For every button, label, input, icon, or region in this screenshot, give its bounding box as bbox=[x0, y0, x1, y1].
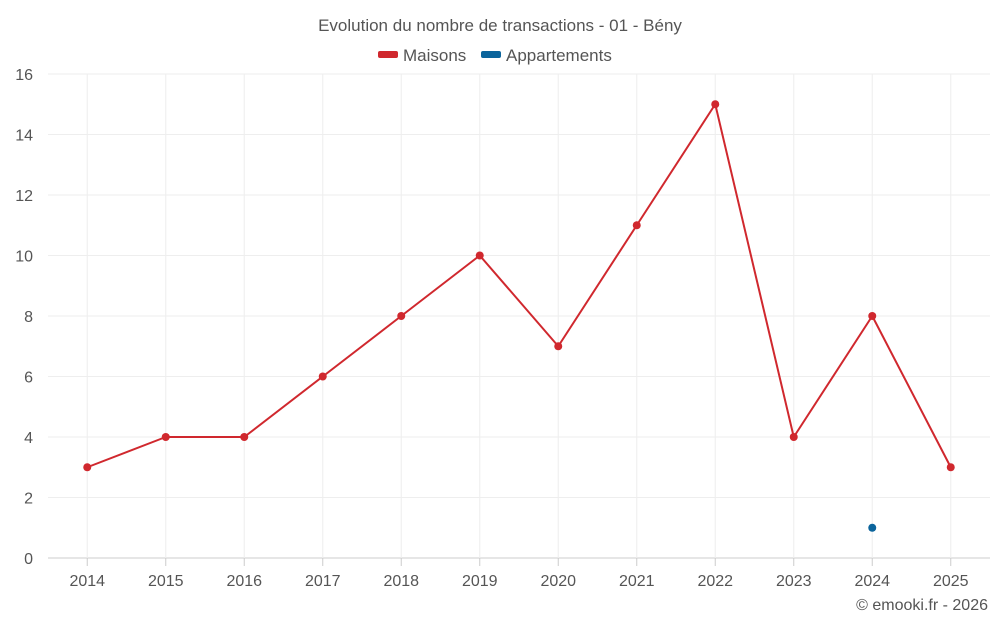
axes: 0 2 4 6 8 10 12 14 16 2014 2015 2016 2017 2018 2019 202… bbox=[15, 67, 968, 590]
x-tick-label: 2025 bbox=[933, 573, 969, 590]
data-point[interactable] bbox=[161, 433, 170, 441]
x-tick-label: 2024 bbox=[854, 573, 890, 590]
data-point[interactable] bbox=[554, 342, 563, 351]
data-point[interactable] bbox=[868, 523, 877, 532]
series-maisons bbox=[83, 100, 955, 472]
x-tick-label: 2015 bbox=[148, 573, 184, 590]
series-line bbox=[86, 103, 952, 469]
data-point[interactable] bbox=[475, 251, 484, 260]
chart-title: Evolution du nombre de transactions - 01… bbox=[318, 16, 682, 35]
y-tick-label: 16 bbox=[15, 67, 33, 84]
y-tick-label: 0 bbox=[24, 551, 33, 568]
x-tick-label: 2022 bbox=[697, 573, 733, 590]
legend-item-maisons[interactable]: Maisons bbox=[378, 46, 466, 65]
data-point[interactable] bbox=[83, 463, 92, 472]
y-tick-label: 12 bbox=[15, 188, 33, 205]
x-tick-label: 2014 bbox=[69, 573, 105, 590]
y-tick-label: 2 bbox=[24, 491, 33, 508]
x-tick-label: 2019 bbox=[462, 573, 498, 590]
x-tick-label: 2016 bbox=[226, 573, 262, 590]
data-point[interactable] bbox=[240, 433, 249, 441]
data-point[interactable] bbox=[946, 463, 955, 472]
data-point[interactable] bbox=[789, 433, 798, 441]
x-tick-label: 2021 bbox=[619, 573, 655, 590]
legend: Maisons Appartements bbox=[378, 46, 612, 65]
data-point[interactable] bbox=[868, 312, 877, 320]
y-tick-label: 10 bbox=[15, 249, 33, 266]
credit-text: © emooki.fr - 2026 bbox=[856, 597, 988, 614]
y-tick-label: 6 bbox=[24, 370, 33, 387]
legend-swatch-appartements bbox=[481, 51, 501, 58]
data-point[interactable] bbox=[397, 312, 406, 320]
legend-label-appartements: Appartements bbox=[506, 46, 612, 65]
series bbox=[83, 100, 955, 532]
legend-swatch-maisons bbox=[378, 51, 398, 58]
x-tick-label: 2020 bbox=[540, 573, 576, 590]
y-tick-label: 4 bbox=[24, 430, 33, 447]
data-point[interactable] bbox=[711, 100, 720, 109]
data-point[interactable] bbox=[318, 372, 327, 381]
data-point[interactable] bbox=[632, 221, 641, 230]
x-tick-label: 2018 bbox=[383, 573, 419, 590]
series-appartements bbox=[868, 523, 877, 532]
x-tick-label: 2023 bbox=[776, 573, 812, 590]
legend-item-appartements[interactable]: Appartements bbox=[481, 46, 612, 65]
x-tick-label: 2017 bbox=[305, 573, 341, 590]
legend-label-maisons: Maisons bbox=[403, 46, 466, 65]
grid bbox=[48, 73, 990, 559]
y-tick-label: 14 bbox=[15, 128, 33, 145]
y-tick-label: 8 bbox=[24, 309, 33, 326]
